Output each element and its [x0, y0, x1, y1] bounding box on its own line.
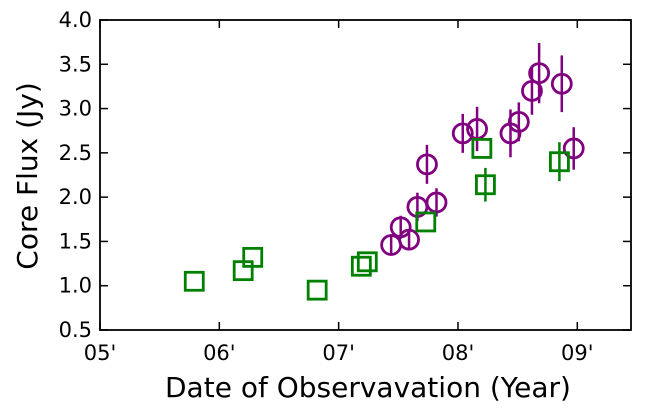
y-tick-label: 1.0 — [59, 274, 92, 298]
x-tick-label: 09' — [561, 341, 594, 365]
axes: 05' 06' 07' 08' 09' 0.5 1.0 1.5 2.0 2.5 3.0 3.5 4.0 — [59, 8, 632, 365]
y-tick-label: 4.0 — [59, 8, 92, 32]
y-tick-label: 3.0 — [59, 97, 92, 121]
circle-point — [425, 191, 448, 214]
square-point — [415, 211, 437, 233]
square-point — [475, 174, 496, 196]
series-circle — [380, 43, 585, 256]
square-point — [356, 251, 378, 273]
circle-point — [398, 228, 420, 251]
circle-point — [416, 153, 438, 176]
circle-point — [451, 122, 474, 145]
x-tick-label: 08' — [442, 341, 475, 365]
square-point — [350, 255, 372, 277]
square-point — [242, 246, 264, 268]
square-point — [306, 279, 328, 301]
x-tick-label: 06' — [203, 341, 236, 365]
y-tick-label: 2.0 — [59, 185, 92, 209]
series-square — [183, 138, 570, 301]
circle-point — [562, 137, 585, 160]
y-tick-label: 3.5 — [59, 52, 92, 76]
square-point — [471, 138, 493, 159]
x-axis-label: Date of Observavation (Year) — [165, 371, 571, 404]
square-point — [549, 151, 570, 173]
circle-point — [528, 62, 551, 85]
y-tick-label: 1.5 — [59, 229, 92, 253]
square-point — [183, 270, 205, 292]
x-tick-label: 05' — [84, 341, 117, 365]
circle-point — [507, 110, 530, 133]
data-marks — [183, 43, 585, 301]
y-tick-label: 0.5 — [59, 318, 92, 342]
plot-frame — [99, 19, 632, 331]
circle-point — [550, 72, 573, 95]
y-tick-label: 2.5 — [59, 141, 92, 165]
x-tick-label: 07' — [322, 341, 355, 365]
y-axis-label: Core Flux (Jy) — [11, 82, 44, 269]
